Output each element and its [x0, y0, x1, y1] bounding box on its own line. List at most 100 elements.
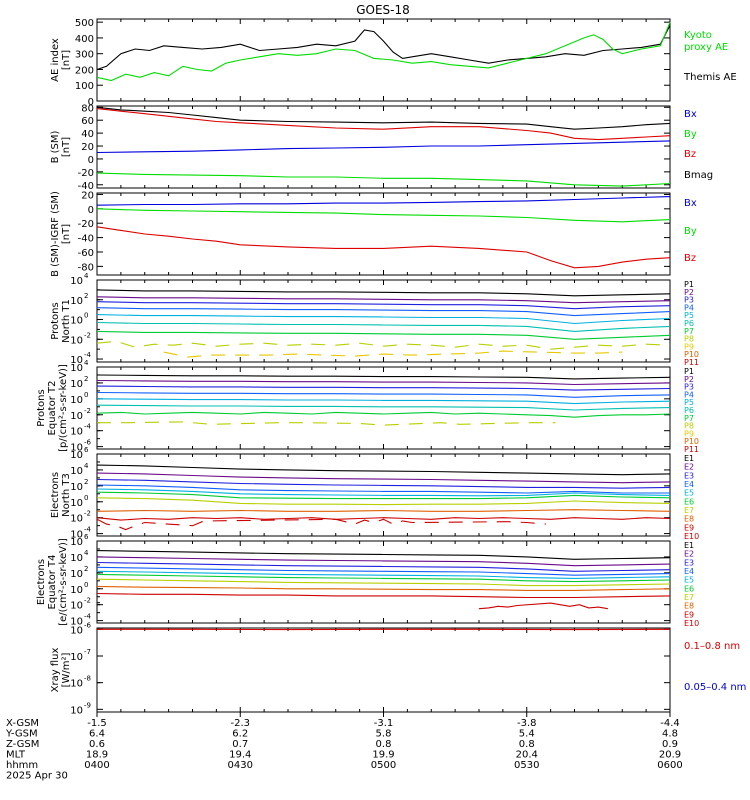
- row-label-hhmm: hhmm: [6, 760, 38, 771]
- row-value: 0.8: [519, 739, 535, 750]
- series-line-p6: [96, 321, 671, 332]
- y-tick-label-exponent: 2: [84, 292, 88, 300]
- y-tick-label: 10: [70, 537, 83, 548]
- series-line-p2: [96, 296, 671, 304]
- series-line-e4: [96, 566, 671, 576]
- y-axis-label: [nT]: [61, 224, 72, 244]
- y-tick-label: 0: [88, 155, 94, 166]
- series-line-e5: [96, 488, 671, 497]
- y-tick-label-exponent: 0: [84, 391, 88, 399]
- row-value: 20.4: [516, 750, 538, 761]
- series-line-p3: [96, 301, 671, 310]
- series-line-p7: [96, 411, 671, 418]
- legend-entry: E5: [684, 489, 694, 498]
- y-tick-label-exponent: 6: [84, 446, 89, 454]
- legend-entry: P3: [684, 296, 694, 305]
- legend-entry: Bmag: [684, 170, 713, 181]
- y-tick-label: 0: [88, 97, 94, 108]
- y-axis-label: Xray flux: [50, 648, 61, 693]
- legend-entry: By: [684, 129, 697, 140]
- legend-entry: E8: [684, 515, 694, 524]
- legend-entry: P8: [684, 422, 694, 431]
- y-tick-label: -80: [78, 262, 94, 273]
- legend-entry: P3: [684, 383, 694, 392]
- legend-entry: Bx: [684, 198, 697, 209]
- series-line-e7: [96, 578, 671, 587]
- y-tick-label: 10: [70, 296, 83, 307]
- series-line-p3: [96, 385, 671, 391]
- legend-entry: E4: [684, 567, 694, 576]
- y-tick-label: 10: [70, 514, 83, 525]
- row-value: -2.3: [230, 718, 250, 729]
- y-tick-label-exponent: 4: [84, 272, 89, 280]
- y-tick-label: 10: [70, 355, 83, 366]
- legend-entry: P8: [684, 335, 694, 344]
- panel-frame: [96, 366, 671, 450]
- y-axis-label: B (SM): [50, 130, 61, 163]
- y-tick-label-exponent: 2: [84, 478, 88, 486]
- row-value: 0530: [514, 760, 539, 771]
- row-value: -3.8: [517, 718, 537, 729]
- panel-frame: [96, 18, 671, 102]
- row-value: 18.9: [86, 750, 108, 761]
- legend-entry: P11: [684, 358, 699, 367]
- series-line-e1: [96, 550, 671, 560]
- row-value: 0.7: [232, 739, 248, 750]
- y-tick-label: 10: [70, 530, 83, 541]
- legend-entry: 0.05–0.4 nm: [684, 682, 746, 693]
- series-line-by: [96, 172, 671, 187]
- row-value: 5.8: [376, 729, 392, 740]
- y-tick-label: -40: [78, 234, 94, 245]
- y-axis-label: Electrons: [36, 559, 47, 605]
- legend-entry: Bz: [684, 149, 696, 160]
- legend-entry: E10: [684, 532, 699, 541]
- legend-entry: P2: [684, 375, 694, 384]
- y-tick-label: 10: [70, 625, 83, 636]
- series-line-bx: [96, 140, 671, 154]
- y-tick-label: 10: [70, 705, 83, 716]
- y-tick-label-exponent: -2: [84, 510, 91, 518]
- y-tick-label: 10: [70, 498, 83, 509]
- legend-entry: P4: [684, 390, 694, 399]
- legend-entry: E7: [684, 506, 694, 515]
- series-line-p4: [96, 391, 671, 398]
- series-line-e3: [96, 478, 671, 489]
- legend-entry: E7: [684, 593, 694, 602]
- row-value: 0.9: [662, 739, 678, 750]
- panel-3: -80 -60 -40 -20 0 20 B (SM)-IGRF (SM) [nT] Bx By B…: [50, 190, 697, 276]
- y-axis-label: [nT]: [61, 50, 72, 70]
- y-tick-label-exponent: 0: [84, 581, 88, 589]
- y-axis-label: AE index: [50, 38, 61, 82]
- legend-entry: P1: [684, 280, 694, 289]
- row-value: -4.4: [660, 718, 680, 729]
- y-axis-label: North T1: [61, 299, 72, 343]
- y-tick-label: 20: [81, 142, 94, 153]
- y-tick-label-exponent: -4: [84, 423, 92, 431]
- y-tick-label-exponent: -2: [84, 407, 91, 415]
- y-tick-label: 10: [70, 569, 83, 580]
- legend-entry: P6: [684, 319, 694, 328]
- legend-entry: P10: [684, 350, 699, 359]
- y-axis-label: Electrons: [50, 472, 61, 518]
- series-line-p6: [96, 404, 671, 411]
- y-axis-label: [nT]: [61, 137, 72, 157]
- series-line-p7: [96, 330, 671, 340]
- y-tick-label: -60: [78, 248, 94, 259]
- legend-entry: E1: [684, 454, 694, 463]
- row-value: 0430: [228, 760, 253, 771]
- y-tick-label-exponent: -6: [84, 621, 92, 629]
- y-tick-label: 10: [70, 276, 83, 287]
- y-tick-label: 10: [70, 466, 83, 477]
- legend-entry: E10: [684, 619, 699, 628]
- y-tick-label: 300: [75, 50, 94, 61]
- legend-entry: E2: [684, 550, 694, 559]
- y-tick-label: 100: [75, 81, 94, 92]
- y-tick-label-exponent: -7: [84, 648, 91, 656]
- series-line-e2: [96, 472, 671, 484]
- y-tick-label: 10: [70, 316, 83, 327]
- y-tick-label: 200: [75, 65, 94, 76]
- y-tick-label: 10: [70, 379, 83, 390]
